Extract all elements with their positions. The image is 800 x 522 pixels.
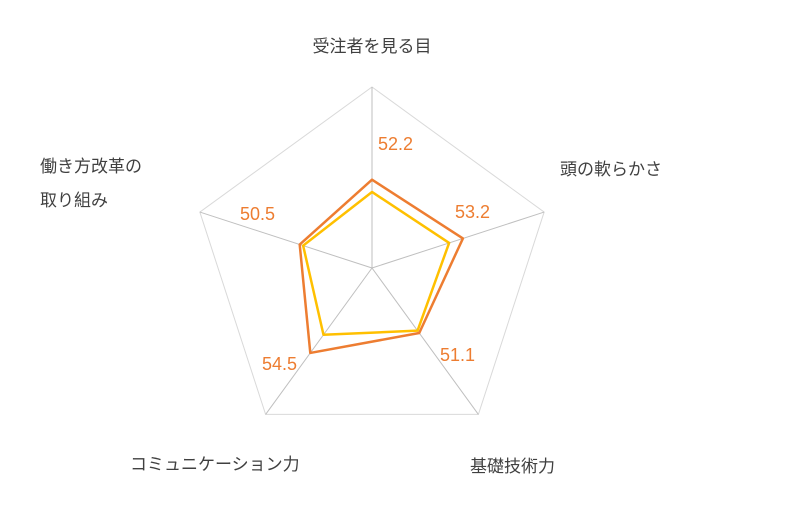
axis-spoke (371, 211, 545, 269)
axis-spoke (199, 211, 373, 269)
axis-label: 働き方改革の取り組み (40, 157, 142, 211)
axis-spoke (265, 267, 373, 415)
data-label: 53.2 (455, 202, 490, 222)
axis-label: 受注者を見る目 (313, 37, 432, 57)
axis-label: 基礎技術力 (470, 457, 555, 477)
axis-label-line: 取り組み (40, 191, 108, 211)
axis-label-line: 働き方改革の (40, 157, 142, 177)
axis-label-line: 受注者を見る目 (313, 37, 432, 57)
axis-label-line: 基礎技術力 (470, 457, 555, 477)
axis-label-line: 頭の軟らかさ (560, 160, 662, 180)
axis-label: 頭の軟らかさ (560, 160, 662, 180)
data-label: 54.5 (262, 354, 297, 374)
data-label: 51.1 (440, 345, 475, 365)
grid (199, 86, 545, 415)
data-label: 50.5 (240, 204, 275, 224)
series-1-line (298, 178, 465, 355)
series-2-line (301, 190, 451, 337)
grid-outline (199, 86, 545, 415)
axis-label: コミュニケーション力 (130, 455, 300, 475)
data-label: 52.2 (378, 134, 413, 154)
axis-label-line: コミュニケーション力 (130, 455, 300, 475)
axis-spoke (371, 267, 479, 415)
series-layer (298, 178, 465, 355)
